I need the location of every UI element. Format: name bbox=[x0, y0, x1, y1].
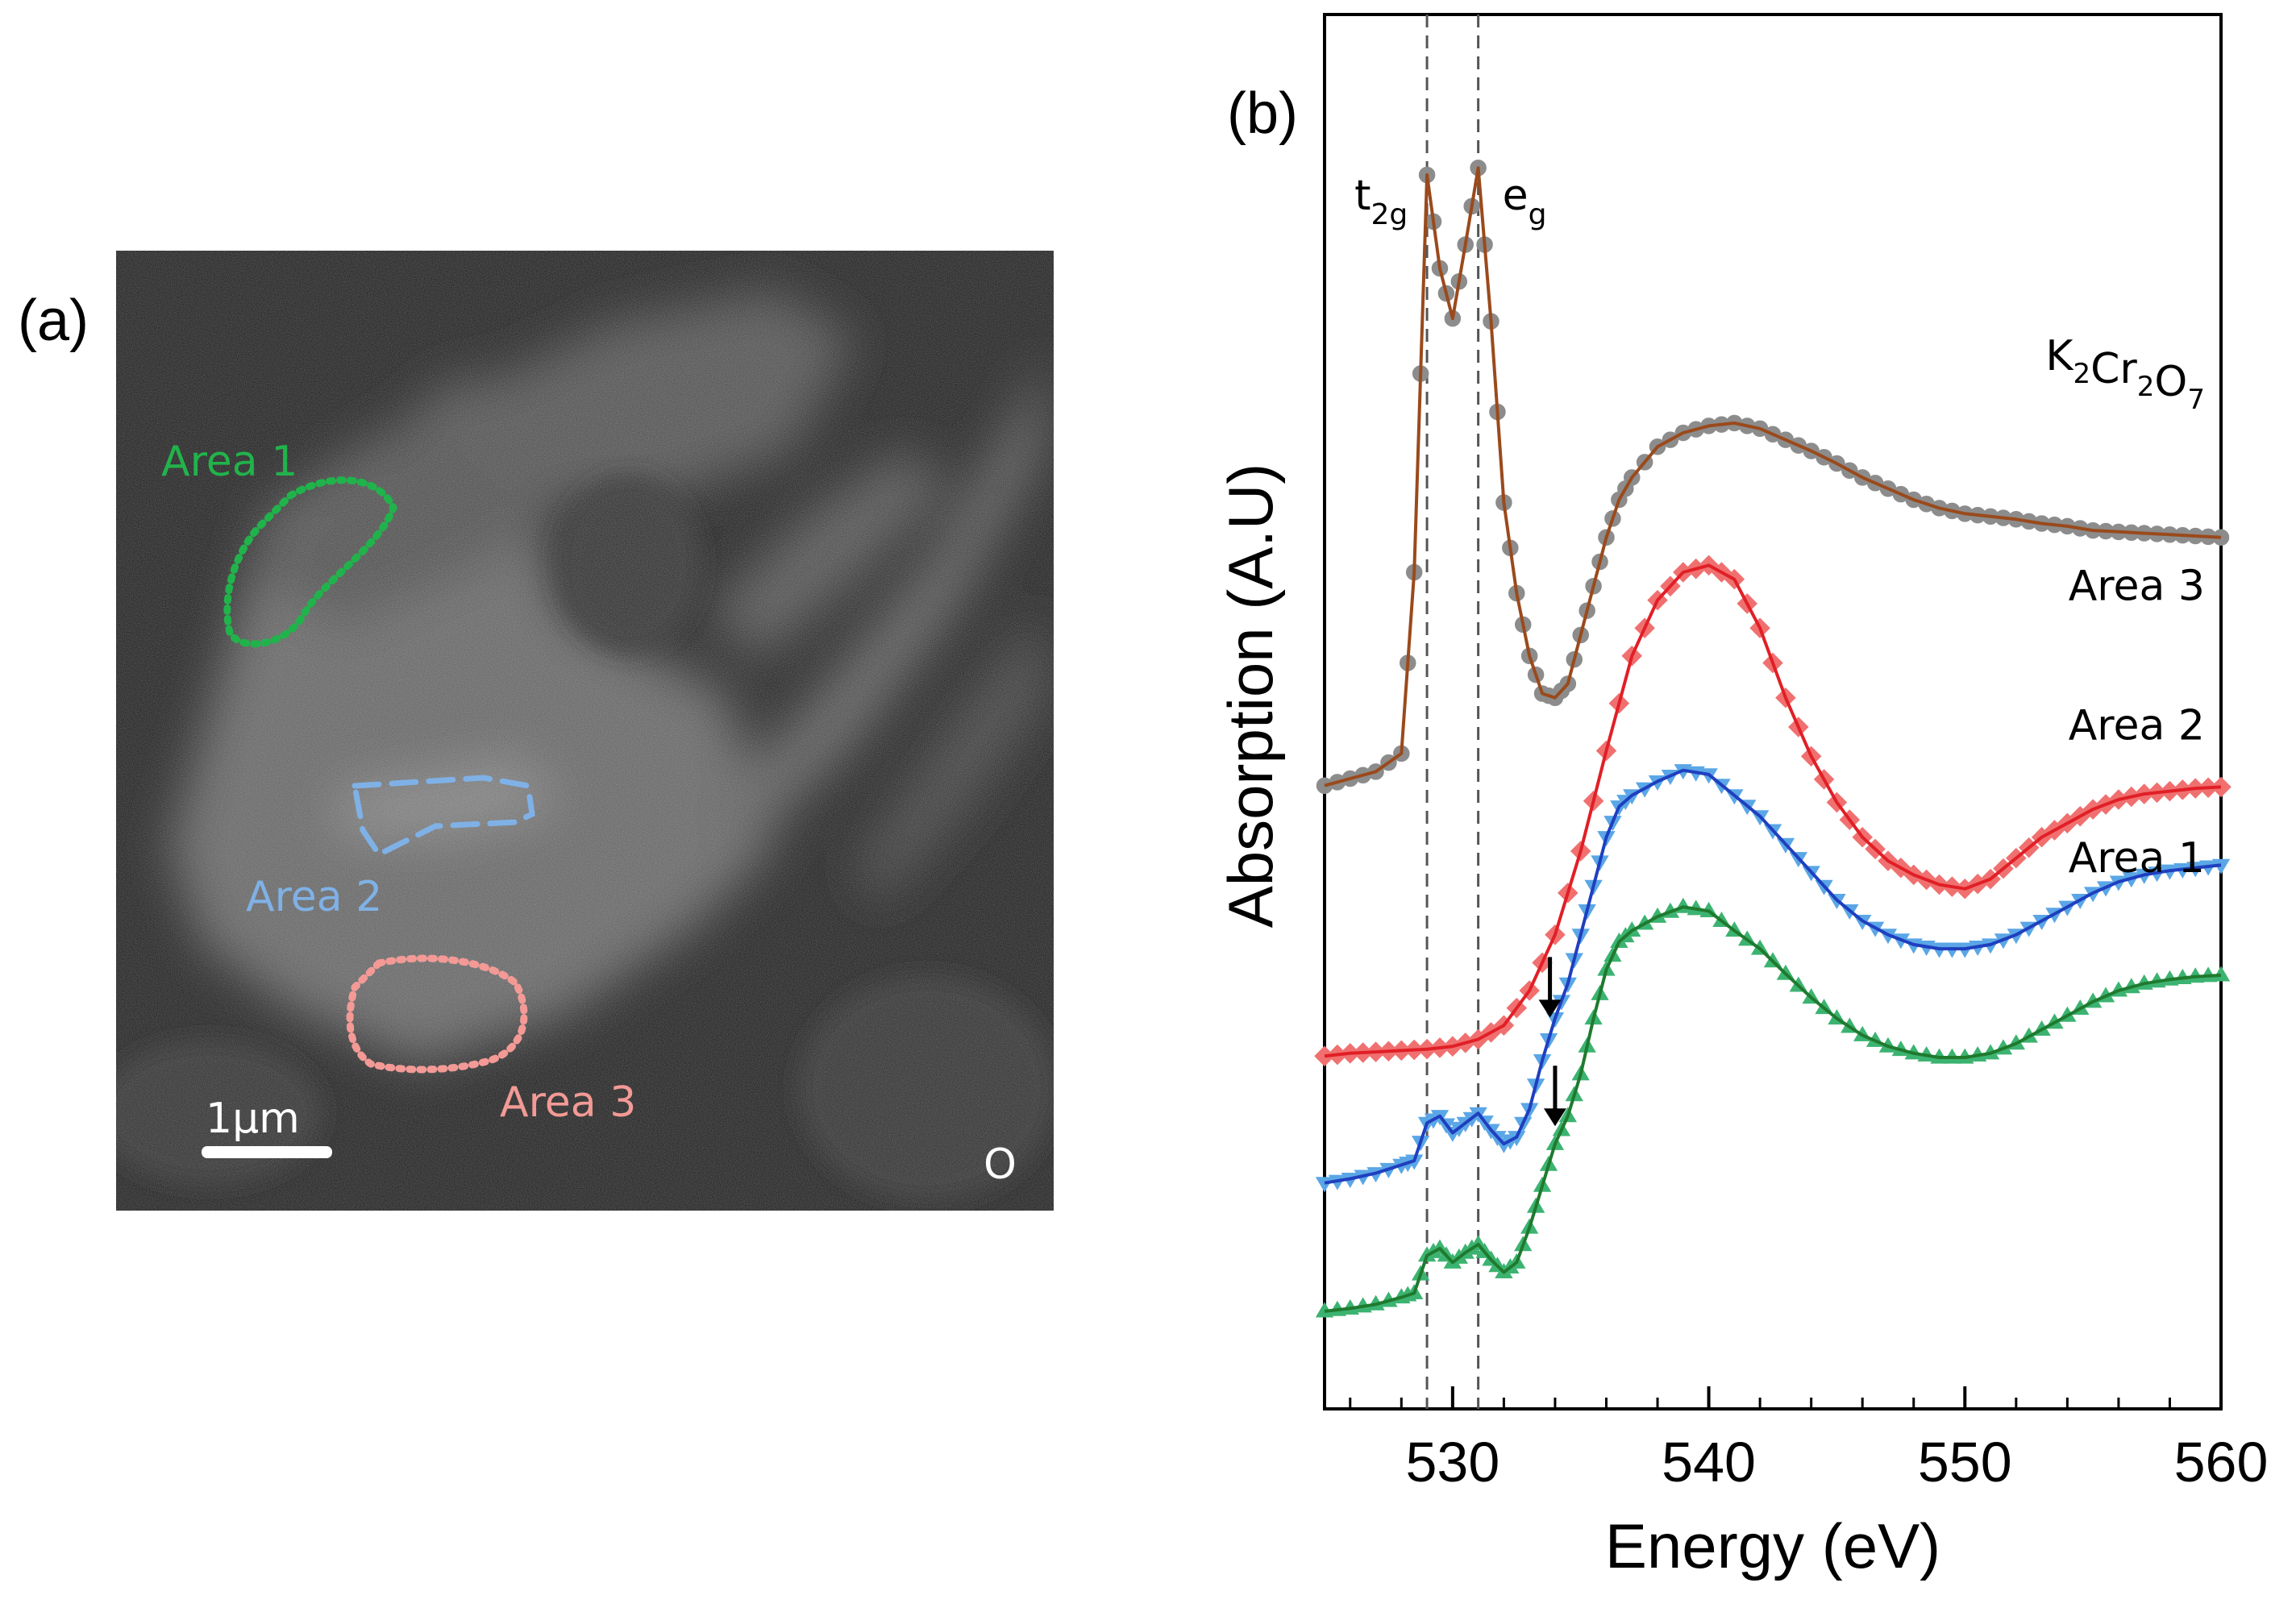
panel-b-label: (b) bbox=[1227, 81, 1298, 146]
arrow-marker bbox=[1538, 957, 1562, 1018]
y-axis-title: Absorption (A.U) bbox=[1215, 463, 1286, 929]
area-3-label: Area 3 bbox=[500, 1078, 636, 1127]
area-2-label: Area 2 bbox=[246, 873, 382, 921]
x-axis-title: Energy (eV) bbox=[1605, 1510, 1940, 1581]
reference-line-label: eg bbox=[1503, 172, 1547, 231]
series-label: Area 3 bbox=[2069, 563, 2205, 611]
series-line bbox=[1324, 905, 2222, 1313]
x-tick-label: 540 bbox=[1662, 1431, 1756, 1494]
data-point bbox=[1315, 1177, 1334, 1193]
series-area-3: Area 3 bbox=[1314, 555, 2232, 1067]
series-line bbox=[1324, 166, 2222, 787]
scale-bar bbox=[202, 1146, 332, 1158]
area-1-label: Area 1 bbox=[161, 438, 297, 486]
series-label: Area 2 bbox=[2069, 702, 2205, 750]
series-line bbox=[1324, 563, 2222, 1058]
x-tick-label: 530 bbox=[1405, 1431, 1499, 1494]
reference-line-label: t2g bbox=[1354, 172, 1408, 231]
microscopy-image bbox=[116, 251, 1054, 1211]
series-label: Area 1 bbox=[2069, 834, 2205, 883]
x-tick-label: 550 bbox=[1918, 1431, 2012, 1494]
scale-bar-label: 1µm bbox=[206, 1095, 300, 1143]
series-area-1: Area 1 bbox=[1315, 834, 2231, 1318]
area-3-outline bbox=[346, 954, 528, 1074]
area-2-outline bbox=[351, 775, 535, 858]
series-area-2: Area 2 bbox=[1315, 702, 2231, 1193]
series-k2cr2o7: K2Cr2O7 bbox=[1316, 160, 2230, 794]
panel-a-label: (a) bbox=[18, 289, 89, 353]
x-tick-label: 560 bbox=[2174, 1431, 2269, 1494]
spectra-chart: 530 540 550 560 Energy (eV) Absorption (A.U) t… bbox=[1215, 13, 2269, 1581]
area-1-outline bbox=[223, 476, 397, 648]
element-label: O bbox=[984, 1140, 1017, 1189]
arrow-marker bbox=[1543, 1066, 1566, 1127]
series-label: K2Cr2O7 bbox=[2045, 332, 2205, 416]
plot-frame bbox=[1323, 13, 2223, 1410]
series-line bbox=[1324, 768, 2222, 1185]
